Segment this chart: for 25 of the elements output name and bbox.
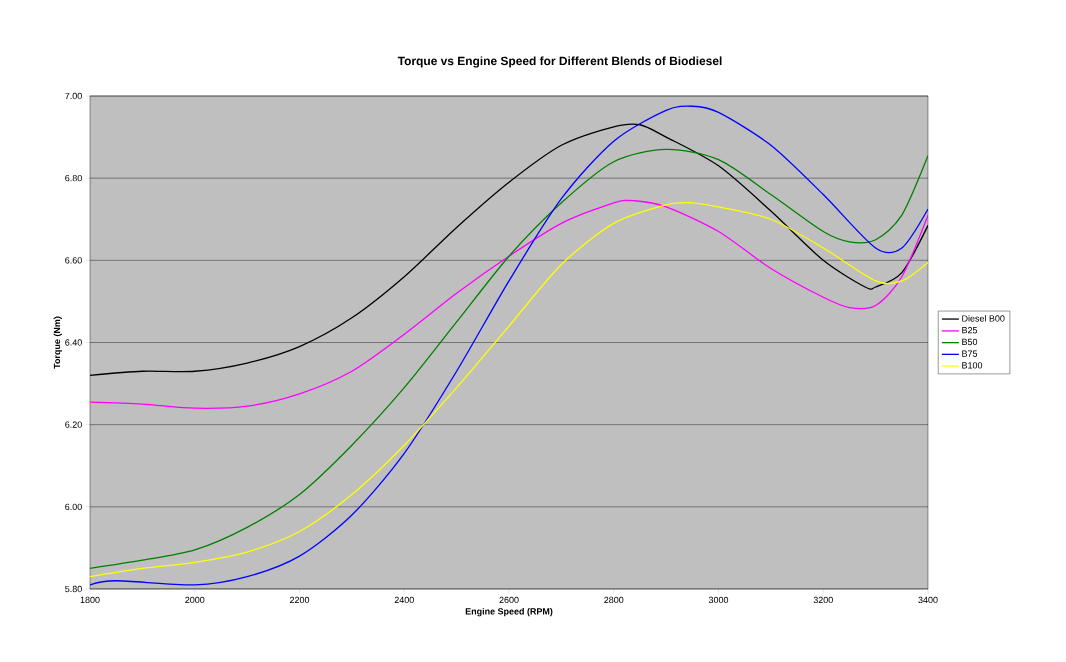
x-tick-label: 2400 bbox=[394, 596, 414, 604]
x-tick-label: 1800 bbox=[80, 596, 100, 604]
chart-title: Torque vs Engine Speed for Different Blends of Biodiesel bbox=[397, 56, 722, 68]
x-tick-label: 3200 bbox=[813, 596, 833, 604]
y-tick-label: 7.00 bbox=[65, 92, 82, 100]
x-tick-label: 2600 bbox=[499, 596, 519, 604]
y-axis-title: Torque (Nm) bbox=[53, 316, 62, 369]
y-tick-label: 6.40 bbox=[65, 339, 82, 346]
x-tick-label: 2000 bbox=[185, 596, 205, 604]
line-series bbox=[90, 199, 929, 409]
y-tick-label: 6.80 bbox=[65, 174, 82, 182]
x-tick-label: 3400 bbox=[918, 596, 938, 604]
y-tick-label: 6.20 bbox=[65, 421, 82, 428]
x-tick-label: 2800 bbox=[604, 596, 624, 604]
y-tick-label: 5.80 bbox=[65, 585, 82, 593]
legend-label: B75 bbox=[962, 350, 978, 357]
y-tick-label: 6.60 bbox=[65, 257, 82, 264]
legend-label: B50 bbox=[962, 338, 978, 346]
legend-label: B100 bbox=[962, 362, 983, 369]
x-axis-title: Engine Speed (RPM) bbox=[465, 607, 553, 617]
legend-label: B25 bbox=[962, 327, 978, 334]
legend-label: Diesel B00 bbox=[962, 315, 1005, 322]
y-tick-label: 6.00 bbox=[65, 503, 82, 510]
x-tick-label: 2200 bbox=[289, 596, 310, 604]
x-tick-label: 3000 bbox=[708, 596, 729, 604]
